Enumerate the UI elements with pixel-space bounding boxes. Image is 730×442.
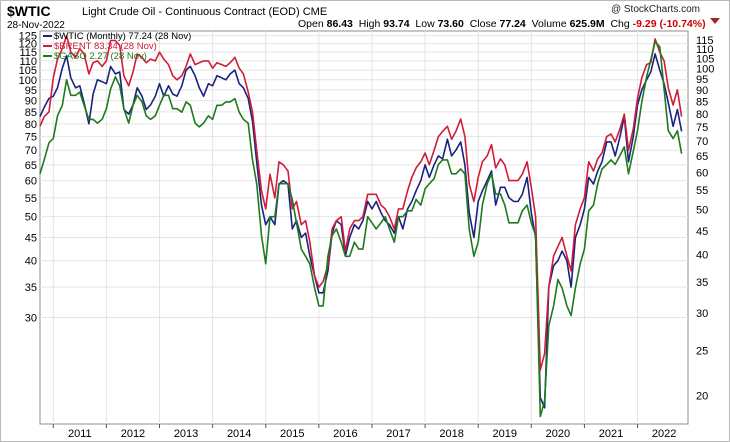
x-axis-year-label: 2021 — [599, 428, 623, 440]
right-axis-tick-label: 20 — [696, 391, 708, 403]
x-axis-year-label: 2022 — [652, 428, 676, 440]
chart-symbol: $WTIC — [7, 3, 51, 19]
right-axis-tick-label: 55 — [696, 185, 708, 197]
right-axis-tick-label: 40 — [696, 250, 708, 262]
right-axis-tick-label: 105 — [696, 53, 714, 65]
left-axis-tick-label: 60 — [25, 176, 37, 188]
left-axis-tick-label: 125 — [19, 31, 37, 43]
open-label: Open — [298, 18, 324, 30]
chg-value: -9.29 (-10.74%) — [632, 18, 706, 30]
right-axis-tick-label: 115 — [696, 35, 714, 47]
high-value: 93.74 — [383, 18, 410, 30]
volume-value: 625.9M — [569, 18, 605, 30]
left-axis-tick-label: 65 — [25, 160, 37, 172]
right-axis-tick-label: 60 — [696, 167, 708, 179]
left-axis-tick-label: 80 — [25, 119, 37, 131]
left-axis-tick-label: 75 — [25, 132, 37, 144]
left-axis-tick-label: 95 — [25, 85, 37, 97]
close-label: Close — [469, 18, 497, 30]
right-axis-tick-label: 25 — [696, 345, 708, 357]
right-axis-tick-label: 70 — [696, 136, 708, 148]
right-axis-tick-label: 85 — [696, 96, 708, 108]
chart-date: 28-Nov-2022 — [7, 20, 65, 31]
x-axis-year-label: 2011 — [68, 428, 92, 440]
left-axis-tick-label: 35 — [25, 282, 37, 294]
right-axis-tick-label: 35 — [696, 277, 708, 289]
volume-label: Volume — [531, 18, 567, 30]
x-axis-year-label: 2013 — [174, 428, 198, 440]
right-axis-tick-label: 110 — [696, 44, 714, 56]
x-axis-year-label: 2012 — [121, 428, 145, 440]
x-axis-year-label: 2018 — [439, 428, 463, 440]
open-value: 86.43 — [326, 18, 353, 30]
left-axis-tick-label: 100 — [19, 75, 37, 87]
x-axis-year-label: 2014 — [227, 428, 251, 440]
left-axis-tick-label: 45 — [25, 232, 37, 244]
left-axis-tick-label: 30 — [25, 313, 37, 325]
right-axis-tick-label: 65 — [696, 151, 708, 163]
chart-instrument-name: Light Crude Oil - Continuous Contract (E… — [82, 6, 327, 18]
left-axis-tick-label: 85 — [25, 107, 37, 119]
gaso-series-line — [39, 41, 683, 418]
legend-wtic-label: $WTIC (Monthly) 77.24 (28 Nov) — [54, 31, 191, 42]
left-axis-tick-label: 105 — [19, 65, 37, 77]
x-axis-year-label: 2019 — [493, 428, 517, 440]
right-axis-tick-label: 30 — [696, 308, 708, 320]
right-axis-tick-label: 80 — [696, 109, 708, 121]
left-axis-tick-label: 40 — [25, 256, 37, 268]
x-axis-year-label: 2020 — [546, 428, 570, 440]
wtic-series-line — [39, 53, 683, 409]
legend-gaso-label: $GASO 2.27 (28 Nov) — [54, 51, 147, 62]
right-axis-tick-label: 95 — [696, 74, 708, 86]
left-axis-tick-label: 115 — [19, 47, 37, 59]
brent-series-line — [39, 34, 683, 371]
instrument-name: Light Crude Oil - Continuous Contract (E… — [82, 6, 300, 18]
left-axis-tick-label: 110 — [19, 56, 37, 68]
chart-menu-dropdown-icon[interactable] — [710, 18, 720, 24]
left-axis-tick-label: 55 — [25, 193, 37, 205]
low-label: Low — [415, 18, 435, 30]
right-axis-tick-label: 75 — [696, 122, 708, 134]
right-axis-tick-label: 50 — [696, 204, 708, 216]
high-label: High — [358, 18, 381, 30]
x-axis-year-label: 2015 — [280, 428, 304, 440]
close-value: 77.24 — [499, 18, 526, 30]
brand-watermark: @ StockCharts.com — [610, 4, 700, 15]
x-axis-year-label: 2016 — [333, 428, 357, 440]
ohlc-stats: Open 86.43 High 93.74 Low 73.60 Close 77… — [298, 18, 706, 30]
low-value: 73.60 — [437, 18, 464, 30]
right-axis-tick-label: 45 — [696, 226, 708, 238]
left-axis-tick-label: 70 — [25, 145, 37, 157]
right-axis-tick-label: 90 — [696, 85, 708, 97]
left-axis-tick-label: 50 — [25, 212, 37, 224]
legend-brent-label: $BRENT 83.34 (28 Nov) — [54, 41, 157, 52]
chg-label: Chg — [610, 18, 630, 30]
left-axis-tick-label: 90 — [25, 96, 37, 108]
right-axis-tick-label: 100 — [696, 63, 714, 75]
x-axis-year-label: 2017 — [386, 428, 410, 440]
exchange-label: CME — [302, 6, 328, 18]
left-axis-tick-label: 120 — [19, 39, 37, 51]
